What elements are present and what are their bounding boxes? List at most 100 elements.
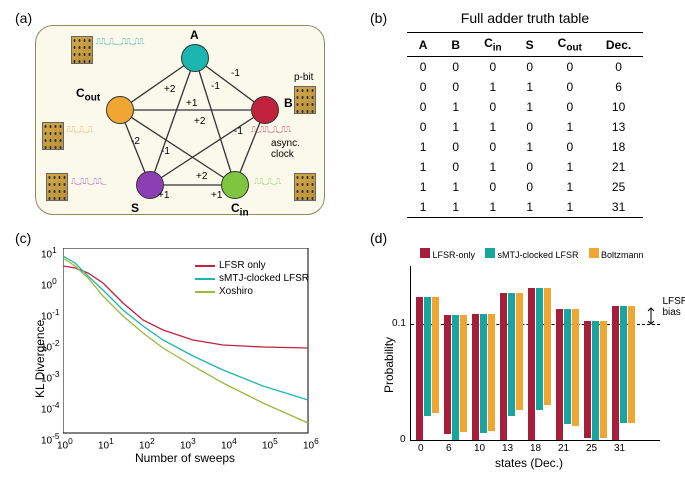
edge-weight: +2 xyxy=(196,171,207,182)
table-cell: 6 xyxy=(594,77,643,97)
chip-icon xyxy=(294,86,316,114)
table-cell: 1 xyxy=(546,177,594,197)
xtick: 18 xyxy=(530,443,541,454)
table-cell: 1 xyxy=(472,197,514,218)
table-cell: 1 xyxy=(407,177,440,197)
bar xyxy=(460,315,467,432)
table-cell: 1 xyxy=(472,117,514,137)
table-cell: 0 xyxy=(472,177,514,197)
legend-item: sMTJ-clocked LFSR xyxy=(485,248,579,260)
panel-b: (b) Full adder truth table ABCinSCoutDec… xyxy=(370,10,660,220)
node-cout-label: Cout xyxy=(76,86,100,103)
chip-icon xyxy=(46,173,68,201)
chip-icon xyxy=(42,122,64,150)
chart-d-legend: LFSR-only sMTJ-clocked LFSR Boltzmann xyxy=(420,248,644,260)
xtick: 106 xyxy=(303,436,319,451)
edge-weight: -1 xyxy=(161,146,170,157)
bar xyxy=(528,288,535,440)
node-cout xyxy=(106,96,134,124)
edge-weight: +2 xyxy=(194,116,205,127)
table-cell: 1 xyxy=(514,77,546,97)
table-row: 000000 xyxy=(407,57,644,78)
chart-d-ylabel: Probability xyxy=(382,337,396,393)
node-s-label: S xyxy=(131,201,139,215)
pbit-label: p-bit xyxy=(294,72,313,83)
table-cell: 0 xyxy=(514,117,546,137)
table-cell: 0 xyxy=(514,57,546,78)
bar xyxy=(444,315,451,434)
table-row: 0110113 xyxy=(407,117,644,137)
table-cell: 1 xyxy=(439,117,472,137)
panel-a: (a) A B Cin S Cout +2+1-1-1+2-1-2-1+1+2+… xyxy=(15,10,335,220)
bar xyxy=(564,309,571,423)
table-cell: 0 xyxy=(407,77,440,97)
table-row: 1001018 xyxy=(407,137,644,157)
xtick: 6 xyxy=(446,443,452,454)
ytick: 101 xyxy=(41,245,57,260)
chart-d-axes: LFSR bias xyxy=(410,266,660,441)
table-header: Dec. xyxy=(594,33,643,57)
bar xyxy=(628,306,635,423)
bias-arrow-icon xyxy=(644,306,658,326)
table-cell: 10 xyxy=(594,97,643,117)
table-cell: 0 xyxy=(439,57,472,78)
bar-group xyxy=(500,293,523,440)
edge-weight: -2 xyxy=(131,136,140,147)
ytick: 10-4 xyxy=(41,400,60,415)
bar xyxy=(572,309,579,426)
lfsr-bias-label: LFSR bias xyxy=(662,296,685,318)
chart-d-ytick1: 0.1 xyxy=(392,318,406,329)
xtick: 13 xyxy=(502,443,513,454)
bar xyxy=(592,321,599,440)
table-cell: 0 xyxy=(546,137,594,157)
table-cell: 0 xyxy=(472,97,514,117)
probability-chart: LFSR-only sMTJ-clocked LFSR Boltzmann Pr… xyxy=(380,248,660,473)
chip-icon xyxy=(71,36,93,64)
bar xyxy=(432,297,439,414)
bar xyxy=(612,306,619,440)
table-cell: 0 xyxy=(407,97,440,117)
table-cell: 18 xyxy=(594,137,643,157)
table-cell: 1 xyxy=(546,197,594,218)
bar xyxy=(556,309,563,440)
table-header: S xyxy=(514,33,546,57)
bar-group xyxy=(444,315,467,440)
chart-c-ylabel: KL Divergence xyxy=(33,320,47,398)
bar-group xyxy=(416,297,439,441)
ytick: 100 xyxy=(41,276,57,291)
edge-weight: -1 xyxy=(231,68,240,79)
edge-weight: -1 xyxy=(211,81,220,92)
bar xyxy=(584,321,591,438)
truth-table: ABCinSCoutDec. 0000000011060101010011011… xyxy=(407,32,644,218)
bar-group xyxy=(584,321,607,440)
panel-c: (c) KL Divergence 100101102103104105106 … xyxy=(15,230,335,480)
xtick: 103 xyxy=(180,436,196,451)
table-title: Full adder truth table xyxy=(395,10,655,26)
node-b xyxy=(251,96,279,124)
wave-a: ⎍⎍_⎍__⎍⎍_⎍⎍ xyxy=(96,38,166,47)
ytick: 10-5 xyxy=(41,431,60,446)
table-row: 1100125 xyxy=(407,177,644,197)
bar-group xyxy=(556,309,579,440)
table-cell: 0 xyxy=(594,57,643,78)
legend-item: Boltzmann xyxy=(589,248,644,260)
ytick: 10-1 xyxy=(41,307,60,322)
panel-b-label: (b) xyxy=(370,10,387,26)
table-row: 001106 xyxy=(407,77,644,97)
wave-cin: ⎍⎍_⎍_⎍ xyxy=(254,178,294,187)
table-cell: 0 xyxy=(439,137,472,157)
table-cell: 0 xyxy=(546,97,594,117)
table-cell: 1 xyxy=(407,137,440,157)
xtick: 101 xyxy=(98,436,114,451)
panel-d-label: (d) xyxy=(370,230,387,246)
bar xyxy=(416,297,423,441)
legend-item: LFSR-only xyxy=(420,248,475,260)
bar-group xyxy=(612,306,635,440)
table-cell: 25 xyxy=(594,177,643,197)
table-cell: 0 xyxy=(407,117,440,137)
table-cell: 0 xyxy=(439,77,472,97)
bar xyxy=(500,293,507,440)
table-header: B xyxy=(439,33,472,57)
table-cell: 1 xyxy=(472,157,514,177)
node-cin-label: Cin xyxy=(231,201,249,218)
